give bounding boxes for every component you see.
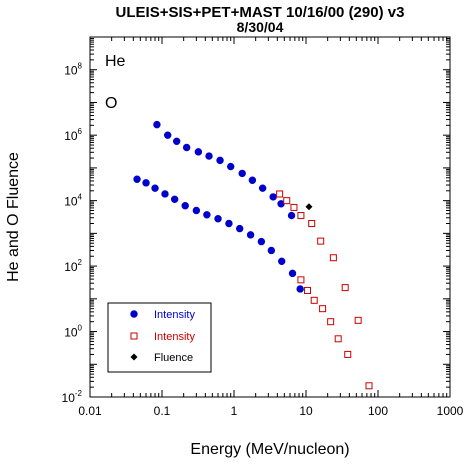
- x-tick-label: 1000: [437, 404, 464, 418]
- x-tick-label: 10: [299, 404, 313, 418]
- data-point: [181, 202, 189, 210]
- data-point: [172, 137, 181, 146]
- data-point: [290, 203, 298, 211]
- data-point: [258, 184, 267, 192]
- legend-label: Intensity: [154, 309, 195, 321]
- axis-ticks: [89, 36, 451, 398]
- legend-box: [107, 302, 212, 373]
- data-point: [246, 231, 255, 239]
- y-axis-title: He and O Fluence: [5, 152, 22, 282]
- data-point: [203, 211, 211, 219]
- legend-marker: [130, 353, 138, 361]
- data-point: [170, 195, 179, 203]
- x-tick-label: 1: [231, 404, 238, 418]
- data-point: [225, 219, 233, 228]
- data-point: [354, 316, 362, 324]
- data-point: [151, 184, 159, 192]
- y-tick-label: 102: [64, 258, 82, 274]
- axis-tick-labels: 0.01 0.1 1 10 100 1000 10-2 100 102 104 106 108: [62, 62, 464, 418]
- legend-marker: [130, 332, 138, 340]
- data-point: [182, 143, 191, 152]
- chart-subtitle: 8/30/04: [236, 19, 284, 35]
- series-he-filled-diamond: [305, 203, 313, 211]
- y-tick-label: 104: [64, 193, 82, 209]
- legend-label: Fluence: [154, 352, 193, 364]
- chart-title: ULEIS+SIS+PET+MAST 10/16/00 (290) v3: [115, 4, 405, 21]
- data-point: [216, 156, 224, 165]
- legend-label: Intensity: [154, 331, 195, 343]
- data-point: [133, 175, 141, 183]
- data-point: [192, 206, 201, 215]
- data-point: [238, 169, 246, 178]
- y-tick-label: 100: [64, 324, 82, 340]
- data-point: [305, 203, 313, 211]
- data-point: [296, 285, 304, 293]
- y-tick-label: 108: [64, 62, 82, 78]
- series-he-filled-circle: [153, 120, 296, 220]
- data-point: [283, 197, 291, 205]
- data-point: [329, 254, 337, 262]
- data-point: [365, 382, 373, 390]
- data-point: [287, 211, 296, 220]
- data-point: [288, 269, 297, 278]
- data-point: [153, 120, 161, 129]
- data-point: [308, 220, 316, 228]
- data-point: [327, 318, 335, 326]
- data-point: [317, 237, 325, 245]
- data-point: [310, 296, 318, 304]
- data-point: [278, 257, 286, 266]
- data-point: [276, 190, 284, 198]
- series-o-open-square: [297, 276, 352, 358]
- data-point: [205, 152, 213, 160]
- data-point: [236, 224, 244, 233]
- x-tick-label: 0.1: [154, 404, 171, 418]
- data-point: [227, 162, 235, 171]
- series-o-filled-circle: [133, 175, 304, 293]
- data-markers: [133, 120, 373, 390]
- data-point: [304, 286, 312, 294]
- data-point: [248, 176, 257, 184]
- x-tick-label: 100: [368, 404, 388, 418]
- legend: Intensity Intensity Fluence: [130, 309, 195, 364]
- data-point: [161, 190, 169, 198]
- data-point: [257, 237, 266, 246]
- series-he-open-square: [276, 190, 373, 390]
- data-point: [297, 276, 305, 284]
- data-point: [164, 131, 172, 139]
- data-point: [341, 284, 349, 292]
- legend-marker: [130, 310, 138, 318]
- x-axis-title: Energy (MeV/nucleon): [190, 441, 349, 458]
- plot-frame: [89, 36, 451, 398]
- data-point: [267, 246, 276, 255]
- y-tick-label: 106: [64, 127, 82, 143]
- data-point: [194, 148, 203, 156]
- y-tick-label: 10-2: [62, 389, 83, 405]
- x-tick-label: 0.01: [78, 404, 102, 418]
- data-point: [214, 215, 222, 223]
- data-point: [269, 193, 277, 201]
- data-point: [142, 179, 150, 187]
- data-point: [344, 350, 352, 358]
- panel-label-he: He: [105, 53, 126, 70]
- data-point: [319, 305, 327, 313]
- data-point: [334, 335, 342, 343]
- panel-label-o: O: [105, 95, 117, 112]
- data-point: [297, 212, 305, 220]
